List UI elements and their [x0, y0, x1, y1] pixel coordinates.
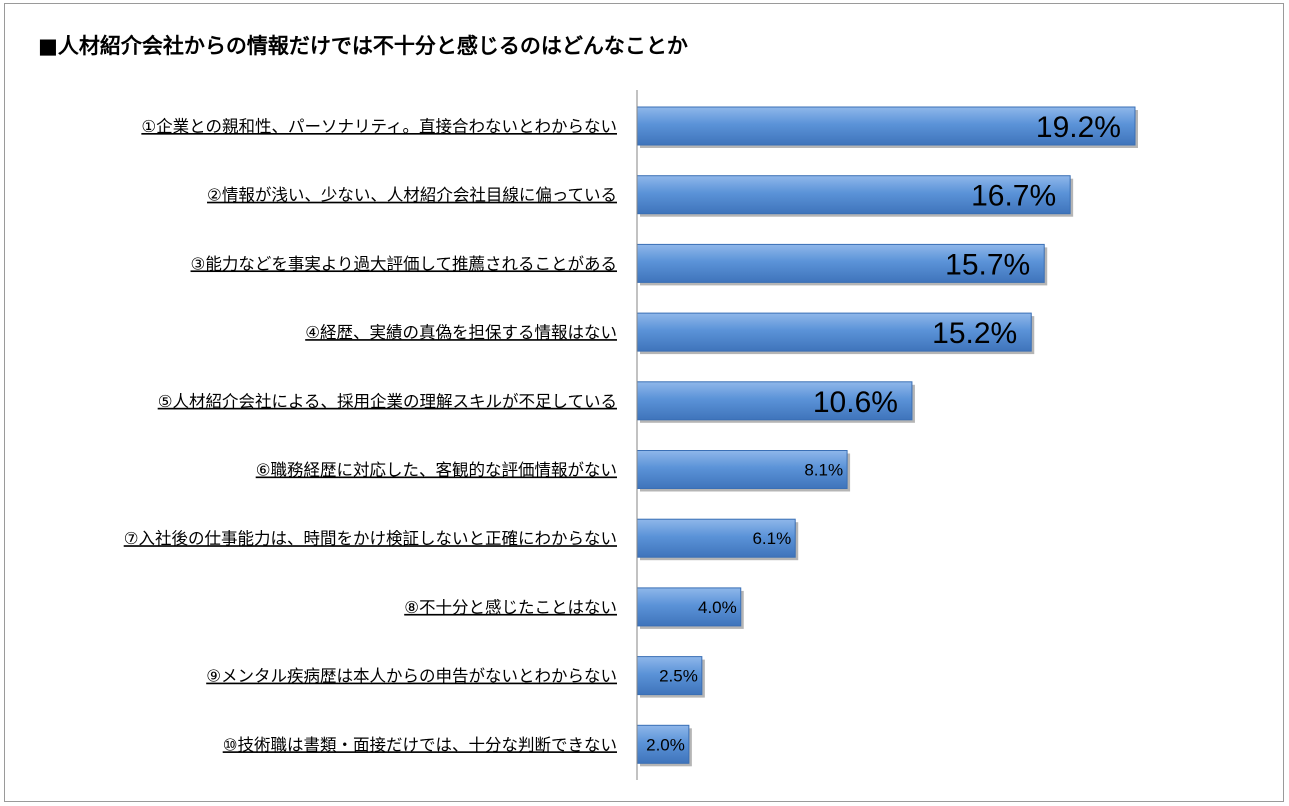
bar-10 [636, 724, 690, 764]
value-label-9: 2.5% [659, 667, 698, 686]
bar-4 [636, 312, 1032, 352]
category-label-7: ⑦入社後の仕事能力は、時間をかけ検証しないと正確にわからない [124, 529, 617, 548]
bar-9 [636, 656, 703, 696]
value-label-10: 2.0% [646, 735, 685, 754]
bar-7 [636, 518, 796, 558]
value-label-5: 10.6% [813, 386, 898, 419]
bar-6 [636, 450, 848, 489]
category-label-3: ③能力などを事実より過大評価して推薦されることがある [191, 254, 617, 273]
bar-8 [636, 587, 742, 627]
category-label-6: ⑥職務経歴に対応した、客観的な評価情報がない [256, 461, 617, 480]
value-label-3: 15.7% [945, 248, 1030, 281]
value-label-1: 19.2% [1036, 111, 1121, 144]
category-label-2: ②情報が浅い、少ない、人材紹介会社目線に偏っている [207, 186, 617, 205]
value-label-2: 16.7% [971, 180, 1056, 213]
category-label-5: ⑤人材紹介会社による、採用企業の理解スキルが不足している [158, 392, 617, 411]
bar-5 [636, 381, 913, 421]
value-label-7: 6.1% [752, 529, 791, 548]
category-label-4: ④経歴、実績の真偽を担保する情報はない [305, 323, 617, 342]
value-label-4: 15.2% [932, 317, 1017, 350]
category-label-8: ⑧不十分と感じたことはない [404, 598, 617, 617]
bar-1 [636, 106, 1136, 146]
category-label-10: ⑩技術職は書類・面接だけでは、十分な判断できない [223, 735, 617, 754]
category-label-9: ⑨メンタル疾病歴は本人からの申告がないとわからない [206, 667, 617, 686]
category-label-1: ①企業との親和性、パーソナリティ。直接合わないとわからない [141, 117, 617, 136]
value-label-8: 4.0% [698, 598, 737, 617]
bar-3 [636, 243, 1045, 283]
value-label-6: 8.1% [804, 461, 843, 480]
chart-title: ■人材紹介会社からの情報だけでは不十分と感じるのはどんなことか [38, 34, 688, 58]
